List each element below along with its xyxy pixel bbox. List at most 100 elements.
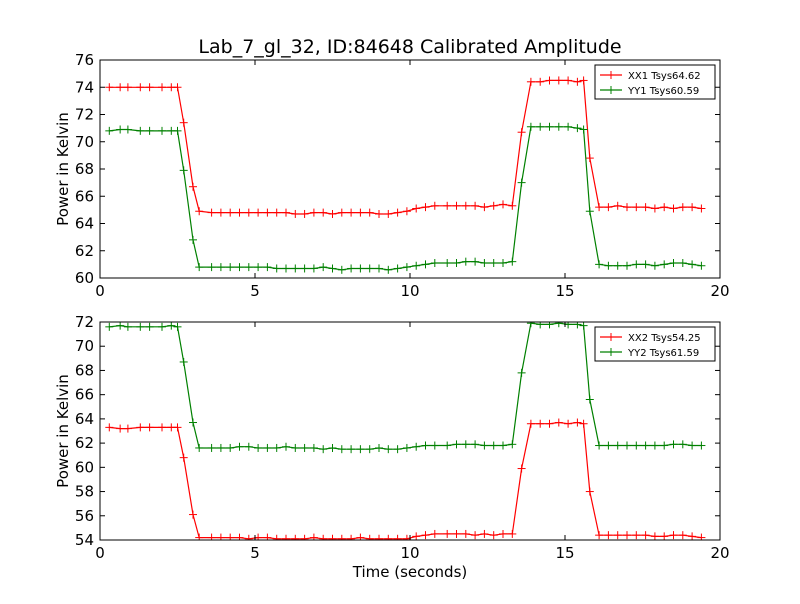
top-series-2-point — [430, 259, 439, 268]
bottom-series-2-point — [421, 441, 430, 450]
bottom-series-1-point — [579, 419, 588, 428]
top-series-1-point — [105, 83, 114, 92]
top-series-1-point — [573, 77, 582, 86]
bottom-series-1-point — [585, 487, 594, 496]
bottom-series-1-point — [632, 531, 641, 540]
bottom-series-2-point — [158, 322, 166, 331]
top-series-1-point — [669, 204, 678, 213]
top-series-1-point — [254, 208, 263, 217]
top-series-1-point — [356, 208, 365, 217]
bottom-series-1-point — [195, 533, 204, 540]
top-series-2-point — [375, 264, 383, 273]
bottom-series-1-point — [263, 533, 272, 540]
bottom-series-2-point — [356, 445, 365, 454]
top-series-1-point — [216, 208, 225, 217]
bottom-series-2-point — [660, 441, 669, 450]
bottom-series-1-point — [123, 424, 132, 433]
bottom-series-1-point — [688, 532, 697, 540]
top-series-1-point — [291, 209, 300, 218]
bottom-series-1-point — [365, 534, 374, 540]
top-panel: 0 5 10 15 20 60 62 64 66 68 70 72 74 76 Power in Kelvi… — [54, 51, 730, 300]
top-series-2-point — [545, 122, 554, 131]
bottom-series-1-point — [235, 533, 244, 540]
top-series-2-point — [328, 264, 337, 273]
top-y-tick-label: 60 — [75, 269, 94, 287]
bottom-panel: 0 5 10 15 20 54 56 58 60 62 64 66 68 70 72 Power in Kel… — [54, 313, 730, 581]
top-y-axis-label: Power in Kelvin — [54, 112, 72, 226]
bottom-series-2-point — [595, 441, 604, 450]
bottom-x-tick-label: 15 — [555, 544, 574, 562]
top-series-2-point — [697, 261, 706, 270]
top-series-1-point — [443, 201, 452, 210]
top-series-2-point — [179, 166, 188, 175]
bottom-series-1-point — [105, 423, 114, 432]
top-series-1-point — [489, 201, 498, 210]
bottom-series-2-point — [189, 418, 197, 427]
bottom-series-1-point — [536, 419, 545, 428]
top-series-2-point — [145, 126, 154, 135]
top-series-2-point — [443, 259, 452, 268]
bottom-series-2-point — [461, 440, 470, 449]
top-series-2-point — [244, 263, 253, 272]
top-series-2-point — [207, 263, 216, 272]
top-series-1-point — [347, 208, 356, 217]
top-series-1-point — [641, 203, 650, 212]
top-legend-label: XX1 Tsys64.62 — [628, 71, 701, 82]
top-series-1-point — [697, 204, 706, 213]
top-series-1-point — [430, 201, 439, 210]
bottom-series-1-point — [660, 532, 669, 540]
bottom-series-1-point — [443, 529, 452, 538]
bottom-series-2-point — [309, 443, 318, 452]
bottom-legend-label: YY2 Tsys61.59 — [627, 348, 699, 359]
bottom-series-1-point — [678, 531, 687, 540]
bottom-series-1-point — [430, 529, 439, 538]
top-series-2-point — [595, 260, 604, 269]
top-series-2-point — [412, 261, 421, 270]
bottom-series-2-point — [697, 441, 706, 450]
top-series-1-point — [564, 76, 573, 85]
bottom-y-tick-label: 58 — [75, 483, 94, 501]
bottom-series-2-point — [254, 443, 263, 452]
top-series-2-point — [136, 126, 145, 135]
bottom-series-1-point — [461, 529, 470, 538]
top-series-2-point — [123, 125, 132, 134]
bottom-series-1-point — [421, 531, 430, 540]
top-series-2-point — [173, 126, 182, 135]
top-series-2-point — [216, 263, 225, 272]
bottom-y-tick-label: 54 — [75, 531, 94, 549]
top-series-1-point — [300, 209, 309, 218]
bottom-series-2-point — [328, 443, 337, 452]
top-series-2-point — [226, 263, 235, 272]
top-series-1-point — [123, 83, 132, 92]
bottom-series-1-point — [641, 531, 650, 540]
top-legend: XX1 Tsys64.62 YY1 Tsys60.59 — [594, 64, 716, 100]
bottom-series-2-point — [105, 322, 114, 331]
bottom-series-2-point — [452, 440, 461, 449]
bottom-series-2-point — [443, 441, 452, 450]
top-series-2-point — [471, 257, 480, 266]
top-y-tick-label: 62 — [75, 242, 94, 260]
top-data — [105, 76, 706, 274]
top-series-1-point — [650, 204, 659, 213]
bottom-series-2-point — [499, 441, 507, 450]
top-series-1-point — [282, 208, 290, 217]
bottom-series-1-point — [272, 534, 281, 540]
top-series-1-point — [384, 209, 393, 218]
top-series-2-point — [623, 261, 631, 270]
top-series-1-point — [244, 208, 253, 217]
bottom-x-tick-label: 10 — [400, 544, 419, 562]
top-series-1-point — [173, 83, 182, 92]
top-series-2-point — [650, 261, 659, 270]
bottom-series-2-point — [554, 322, 563, 328]
top-series-1-point — [319, 208, 328, 217]
top-legend-box — [594, 64, 716, 100]
bottom-series-2-point — [402, 443, 411, 452]
top-series-2-point — [660, 260, 669, 269]
bottom-series-2-point — [632, 441, 641, 450]
bottom-series-1-point — [328, 534, 337, 540]
top-series-2-point — [573, 124, 582, 133]
bottom-series-2-point — [393, 445, 402, 454]
bottom-series-1-point — [604, 531, 613, 540]
bottom-series-1-point — [179, 453, 188, 462]
top-series-2-point — [613, 261, 622, 270]
